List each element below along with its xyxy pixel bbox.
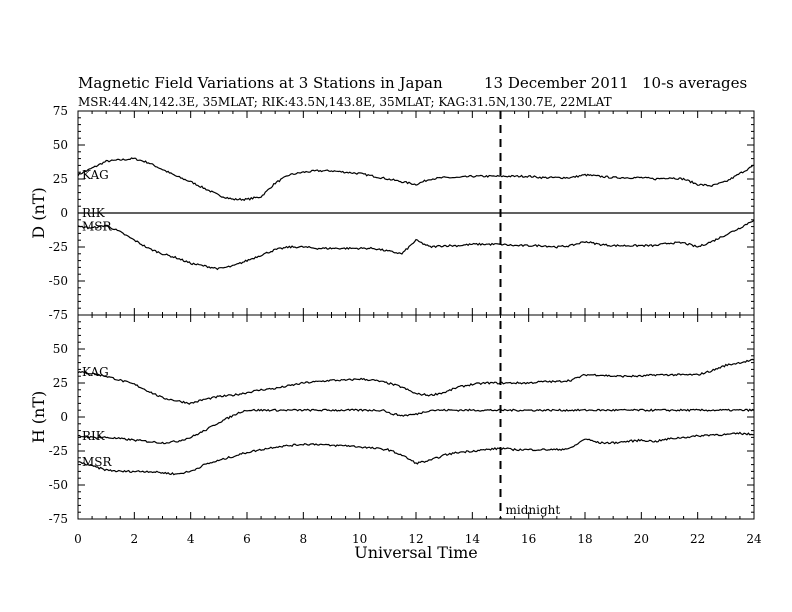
series-label-msr: MSR [82,455,113,469]
y-tick-label: 0 [60,410,68,424]
y-tick-label: 50 [53,342,68,356]
x-tick-label: 22 [690,532,705,546]
panel-frame [77,314,755,520]
x-tick-label: 24 [746,532,762,546]
y-tick-label: -75 [49,308,68,322]
series-label-rik: RIK [82,206,106,220]
series-line-kag [77,358,755,405]
series-line-kag [77,157,755,202]
y-tick-label: 25 [53,376,68,390]
x-tick-label: 10 [352,532,367,546]
x-tick-label: 20 [634,532,649,546]
x-tick-label: 2 [131,532,139,546]
y-axis-label: D (nT) [29,187,48,238]
y-tick-label: -25 [49,240,68,254]
x-tick-label: 6 [243,532,251,546]
series-label-msr: MSR [82,220,113,234]
chart-date: 13 December 2011 [484,74,629,92]
x-tick-label: 16 [521,532,536,546]
y-tick-label: -50 [49,478,68,492]
midnight-label: midnight [506,503,561,517]
y-tick-label: -50 [49,274,68,288]
series-line-msr [77,431,755,476]
x-tick-label: 8 [300,532,308,546]
chart-subtitle: MSR:44.4N,142.3E, 35MLAT; RIK:43.5N,143.… [78,95,612,109]
y-tick-label: 75 [53,104,68,118]
x-tick-label: 12 [408,532,423,546]
y-tick-label: 0 [60,206,68,220]
x-tick-label: 14 [465,532,481,546]
y-axis-label: H (nT) [29,391,48,444]
series-label-kag: KAG [82,168,109,182]
y-tick-label: 50 [53,138,68,152]
y-tick-label: -75 [49,512,68,526]
series-line-rik [77,408,755,445]
chart-title: Magnetic Field Variations at 3 Stations … [78,74,443,92]
y-tick-label: 25 [53,172,68,186]
x-tick-label: 0 [74,532,82,546]
chart-averaging: 10-s averages [642,74,747,92]
series-label-kag: KAG [82,365,109,379]
series-label-rik: RIK [82,429,106,443]
x-tick-label: 4 [187,532,195,546]
x-tick-label: 18 [577,532,592,546]
series-line-msr [77,219,755,271]
x-axis-label: Universal Time [354,543,477,562]
y-tick-label: -25 [49,444,68,458]
